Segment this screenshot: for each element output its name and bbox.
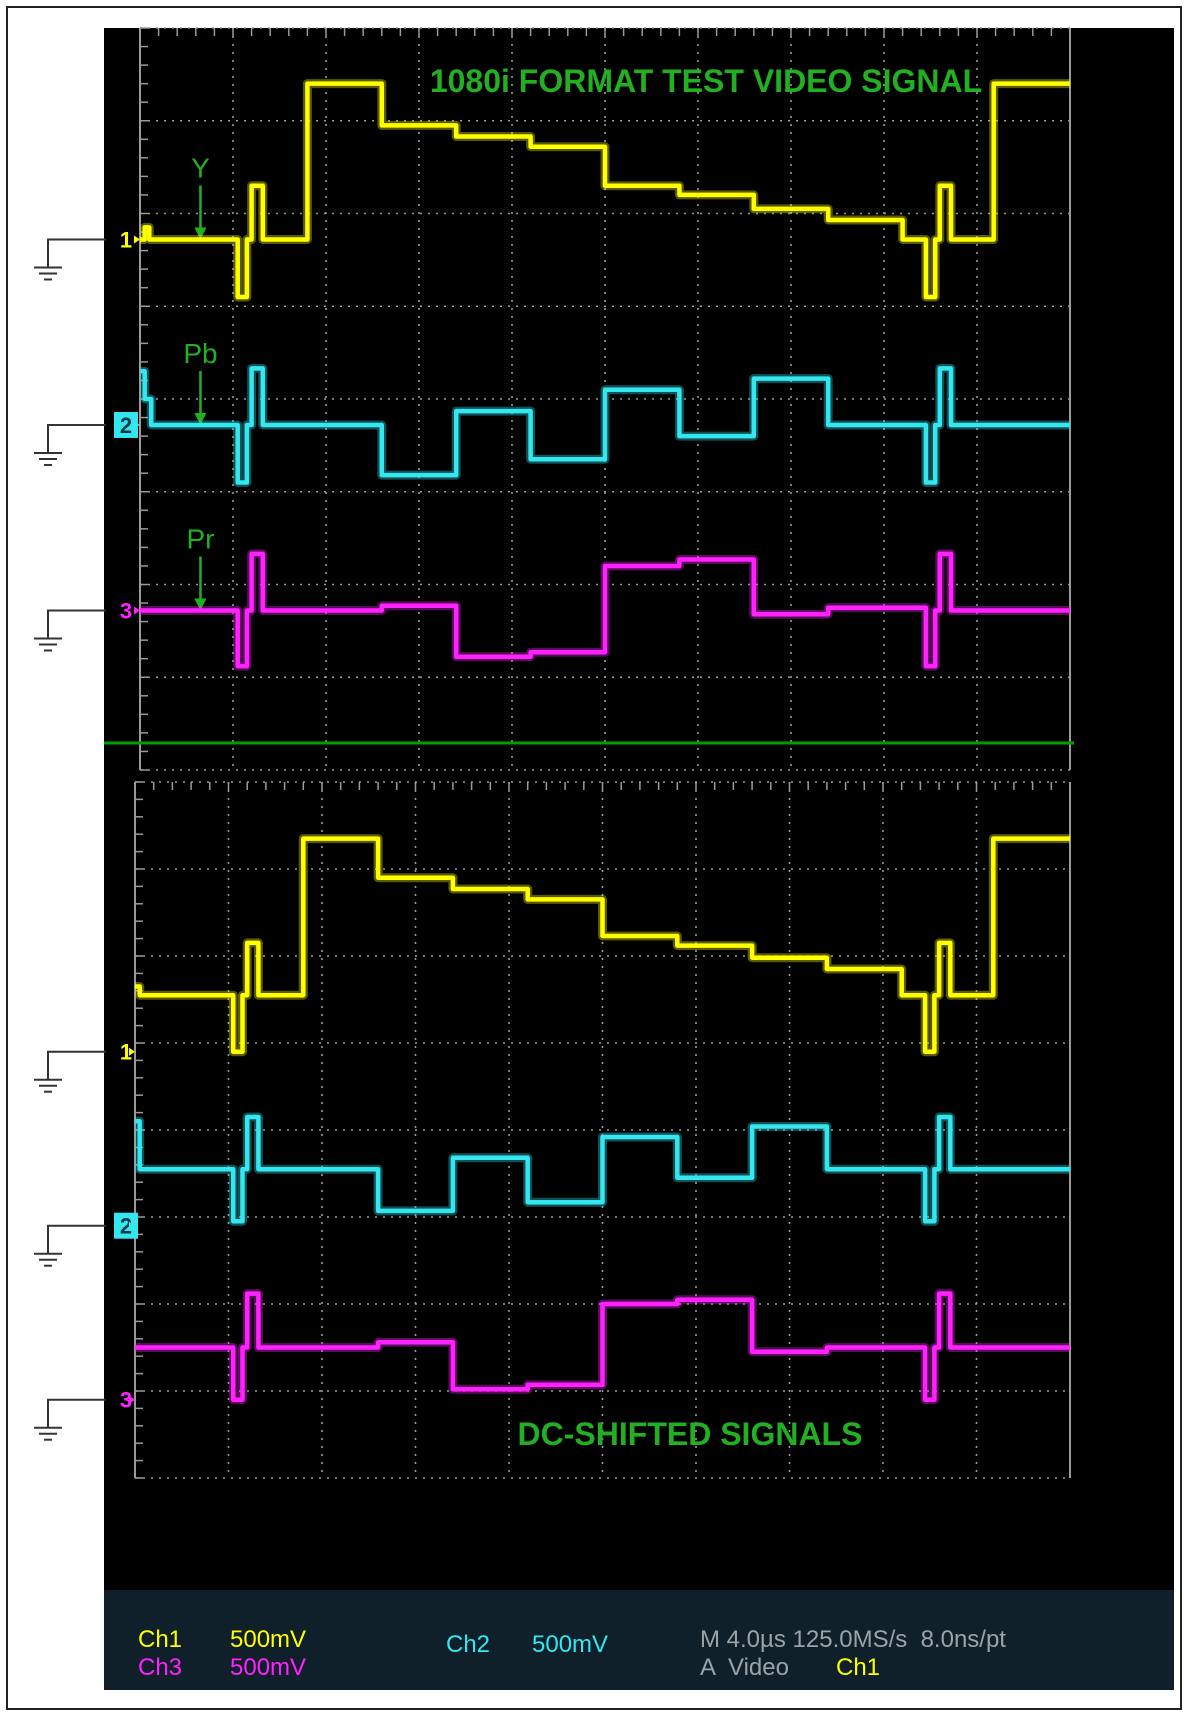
bottom-panel: DC-SHIFTED SIGNALS 1 2 3 [34, 781, 1071, 1479]
channel-marker-label: 1 [120, 227, 132, 252]
chart-title: DC-SHIFTED SIGNALS [518, 1416, 863, 1452]
signal-annotation-arrowhead [194, 598, 207, 611]
figure-frame [6, 6, 1182, 1710]
ground-lead [47, 238, 106, 268]
status-bar [104, 1590, 1174, 1690]
screen-background [104, 28, 1174, 1620]
signal-annotation-arrowhead [194, 412, 207, 425]
ch3-label: Ch3 [138, 1654, 183, 1681]
channel-marker-label: 2 [120, 1214, 132, 1239]
waveform-y [135, 836, 1070, 1054]
ch1-label: Ch1 [138, 1626, 183, 1653]
ch2-label: Ch2 [446, 1631, 491, 1658]
waveform-pr [140, 551, 1070, 669]
ground-lead [47, 1050, 106, 1080]
top-panel: 1080i FORMAT TEST VIDEO SIGNAL 1 2 3 Y Pb Pr [34, 27, 1071, 771]
channel-marker-arrow [134, 606, 140, 615]
trigger-source: Ch1 [836, 1654, 881, 1681]
chart-title: 1080i FORMAT TEST VIDEO SIGNAL [430, 63, 982, 99]
channel-marker-arrow [129, 1047, 135, 1056]
signal-annotation-label: Pr [186, 523, 214, 554]
channel-marker-arrow [129, 1395, 135, 1404]
channel-marker-label: 2 [120, 413, 132, 438]
channel-marker-arrow [129, 1221, 135, 1230]
channel-marker-arrow [134, 420, 140, 429]
channel-marker-label: 1 [120, 1040, 132, 1065]
waveform-pr [135, 1291, 1070, 1402]
ch3-scale: 500mV [230, 1654, 307, 1681]
signal-annotation-label: Pb [183, 338, 217, 369]
ground-lead [47, 609, 106, 639]
waveform-y [140, 81, 1070, 300]
ground-lead [47, 1224, 106, 1254]
channel-marker-label: 3 [120, 1388, 132, 1413]
ch2-scale: 500mV [532, 1631, 609, 1658]
waveform-pb [140, 366, 1070, 485]
ground-lead [47, 423, 106, 453]
trigger-readout: A Video [700, 1654, 789, 1681]
ch1-scale: 500mV [230, 1626, 307, 1653]
signal-annotation-label: Y [191, 152, 210, 183]
channel-marker-arrow [134, 235, 140, 244]
waveform-pb [135, 1114, 1070, 1224]
signal-annotation-arrowhead [194, 227, 207, 240]
timebase-readout: M 4.0µs 125.0MS/s 8.0ns/pt [700, 1626, 1006, 1653]
channel-marker-label: 3 [120, 598, 132, 623]
ground-lead [47, 1398, 106, 1428]
